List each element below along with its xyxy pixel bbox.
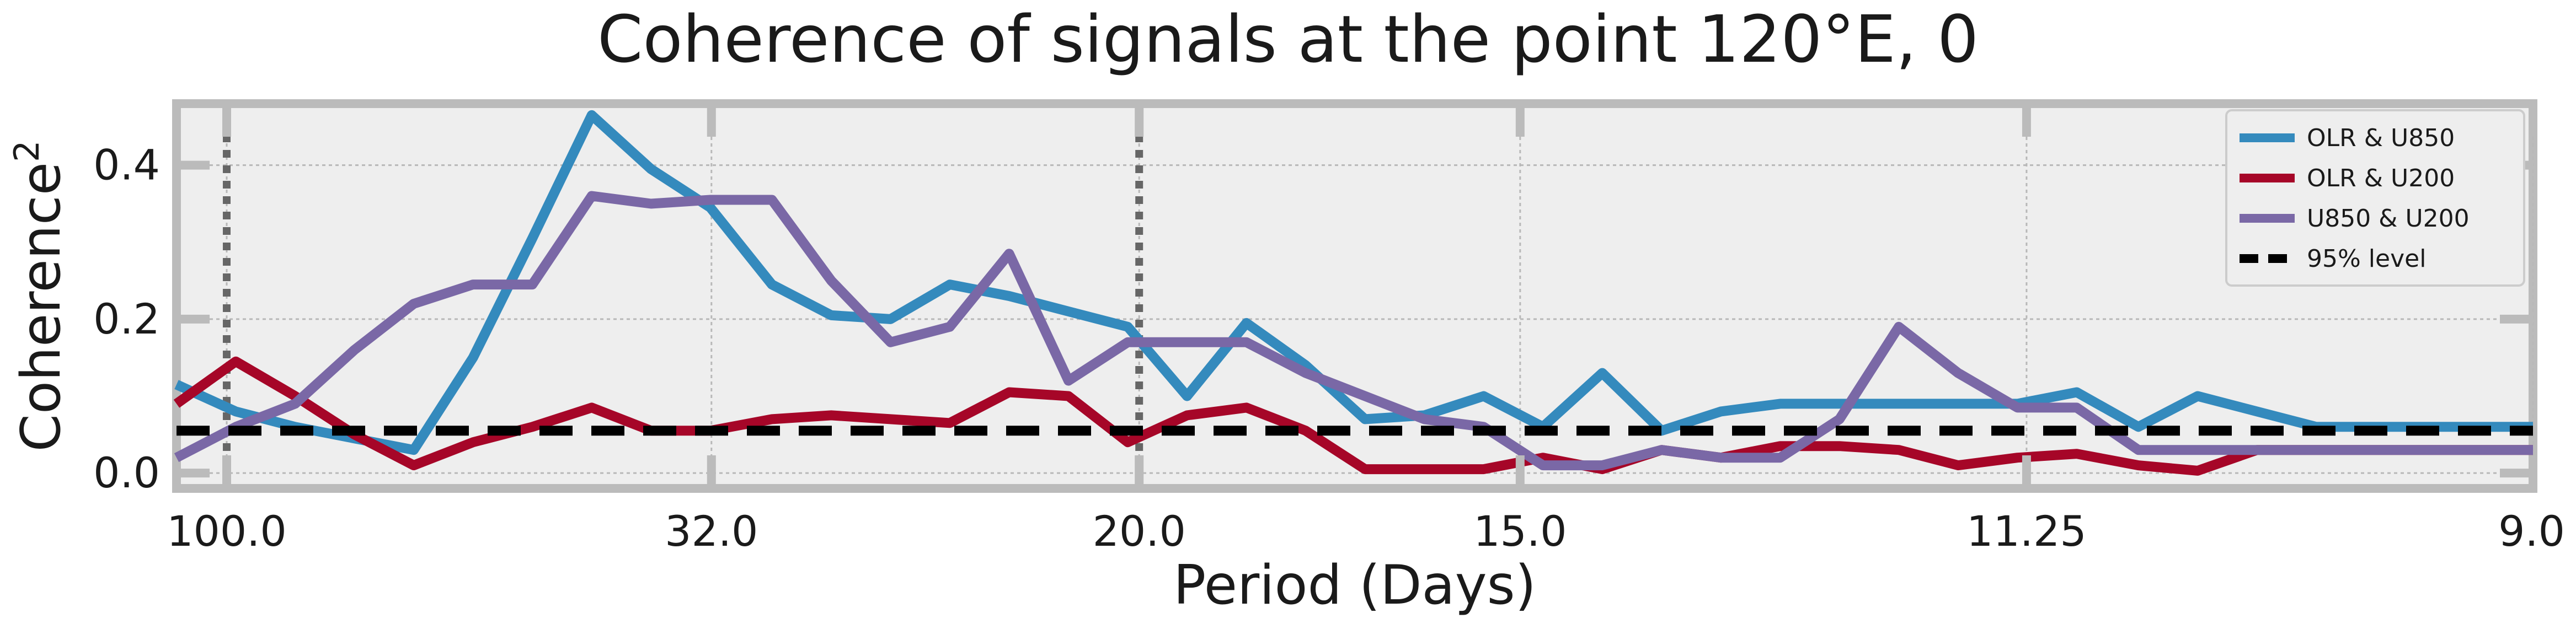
legend-label: 95% level (2307, 245, 2426, 273)
x-tick-label: 100.0 (167, 507, 287, 556)
x-tick-label: 20.0 (1093, 507, 1186, 556)
series-line (174, 191, 2533, 471)
legend-label: OLR & U850 (2307, 124, 2455, 152)
reference-lines (222, 104, 1143, 488)
y-axis-label-superscript: 2 (7, 141, 47, 162)
y-tick-label: 0.2 (93, 294, 160, 343)
y-axis-label: Coherence2 (7, 141, 73, 452)
x-axis-label: Period (Days) (1173, 554, 1536, 617)
series-line (173, 356, 2533, 476)
y-tick-label: 0.0 (93, 448, 160, 497)
axis-ticks: 100.0 32.0 20.0 15.0 11.25 9.0 0.0 0.2 0.4 (93, 104, 2565, 556)
legend: OLR & U850 OLR & U200 U850 & U200 95% level (2225, 109, 2525, 287)
series-lines (173, 110, 2533, 476)
y-axis-label-text: Coherence (10, 162, 73, 452)
x-tick-label: 32.0 (665, 507, 758, 556)
series-line (174, 110, 2533, 455)
x-tick-label: 15.0 (1473, 507, 1567, 556)
legend-box (2225, 109, 2525, 287)
x-tick-label: 11.25 (1966, 507, 2087, 556)
legend-label: U850 & U200 (2307, 205, 2470, 233)
legend-label: OLR & U200 (2307, 164, 2455, 192)
y-tick-label: 0.4 (93, 141, 160, 190)
x-tick-label: 9.0 (2498, 507, 2565, 556)
chart-title: Coherence of signals at the point 120°E,… (597, 1, 1979, 77)
